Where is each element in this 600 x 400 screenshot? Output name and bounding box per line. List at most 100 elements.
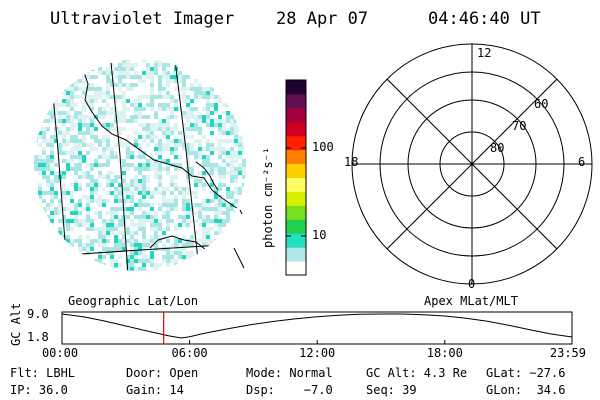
- image-pixel: [110, 123, 114, 127]
- image-pixel: [86, 163, 90, 167]
- image-pixel: [146, 123, 150, 127]
- image-pixel: [38, 171, 42, 175]
- image-pixel: [170, 115, 174, 119]
- image-pixel: [162, 235, 166, 239]
- colorbar-tick-label-100: 100: [312, 140, 334, 154]
- image-pixel: [230, 167, 234, 171]
- image-pixel: [142, 155, 146, 159]
- image-pixel: [50, 111, 54, 115]
- image-pixel: [226, 163, 230, 167]
- image-pixel: [206, 119, 210, 123]
- image-pixel: [122, 239, 126, 243]
- image-pixel: [182, 115, 186, 119]
- image-pixel: [90, 247, 94, 251]
- image-pixel: [206, 91, 210, 95]
- image-pixel: [166, 91, 170, 95]
- image-pixel: [150, 135, 154, 139]
- image-pixel: [202, 183, 206, 187]
- image-pixel: [34, 163, 38, 167]
- image-pixel: [166, 203, 170, 207]
- image-pixel: [122, 183, 126, 187]
- image-pixel: [162, 131, 166, 135]
- image-pixel: [54, 179, 58, 183]
- image-pixel: [174, 243, 178, 247]
- image-pixel: [190, 83, 194, 87]
- image-pixel: [118, 143, 122, 147]
- image-pixel: [138, 147, 142, 151]
- image-pixel: [206, 163, 210, 167]
- image-pixel: [90, 75, 94, 79]
- image-pixel: [78, 155, 82, 159]
- image-pixel: [138, 103, 142, 107]
- image-pixel: [86, 195, 90, 199]
- image-pixel: [226, 203, 230, 207]
- image-pixel: [198, 155, 202, 159]
- image-pixel: [142, 59, 146, 63]
- image-pixel: [154, 211, 158, 215]
- image-pixel: [182, 95, 186, 99]
- image-pixel: [202, 107, 206, 111]
- image-pixel: [234, 171, 238, 175]
- image-pixel: [174, 207, 178, 211]
- image-pixel: [90, 223, 94, 227]
- image-pixel: [114, 195, 118, 199]
- image-pixel: [82, 243, 86, 247]
- image-pixel: [194, 151, 198, 155]
- image-pixel: [98, 155, 102, 159]
- image-pixel: [150, 235, 154, 239]
- image-pixel: [154, 151, 158, 155]
- image-pixel: [178, 255, 182, 259]
- image-pixel: [218, 115, 222, 119]
- image-pixel: [54, 111, 58, 115]
- image-pixel: [194, 119, 198, 123]
- image-pixel: [142, 259, 146, 263]
- image-pixel: [78, 175, 82, 179]
- image-pixel: [38, 143, 42, 147]
- image-pixel: [150, 167, 154, 171]
- image-pixel: [154, 191, 158, 195]
- image-pixel: [130, 267, 134, 271]
- gain-info: Gain: 14: [126, 383, 184, 397]
- image-pixel: [110, 171, 114, 175]
- image-pixel: [150, 127, 154, 131]
- image-pixel: [82, 91, 86, 95]
- image-pixel: [102, 147, 106, 151]
- image-pixel: [142, 123, 146, 127]
- image-pixel: [74, 239, 78, 243]
- image-pixel: [78, 159, 82, 163]
- x-ticks: [61, 340, 573, 344]
- colorbar-cells: [286, 80, 306, 276]
- image-pixel: [46, 143, 50, 147]
- image-pixel: [206, 115, 210, 119]
- image-pixel: [106, 147, 110, 151]
- image-pixel: [98, 115, 102, 119]
- image-pixel: [154, 147, 158, 151]
- image-pixel: [118, 215, 122, 219]
- image-pixel: [94, 159, 98, 163]
- image-pixel: [70, 191, 74, 195]
- image-pixel: [106, 75, 110, 79]
- image-pixel: [130, 211, 134, 215]
- image-pixel: [214, 219, 218, 223]
- image-pixel: [98, 163, 102, 167]
- image-pixel: [178, 163, 182, 167]
- image-pixel: [206, 103, 210, 107]
- image-pixel: [166, 63, 170, 67]
- image-pixel: [186, 199, 190, 203]
- image-pixel: [150, 87, 154, 91]
- image-pixel: [134, 243, 138, 247]
- image-pixel: [74, 171, 78, 175]
- image-pixel: [226, 155, 230, 159]
- image-pixel: [70, 135, 74, 139]
- image-pixel: [154, 223, 158, 227]
- image-pixel: [174, 223, 178, 227]
- image-pixel: [90, 227, 94, 231]
- image-pixel: [62, 143, 66, 147]
- image-pixel: [178, 187, 182, 191]
- mlat-label-60: 60: [534, 97, 549, 111]
- image-pixel: [226, 215, 230, 219]
- image-pixel: [114, 187, 118, 191]
- colorbar-cell: [286, 121, 306, 137]
- image-pixel: [150, 75, 154, 79]
- image-pixel: [78, 115, 82, 119]
